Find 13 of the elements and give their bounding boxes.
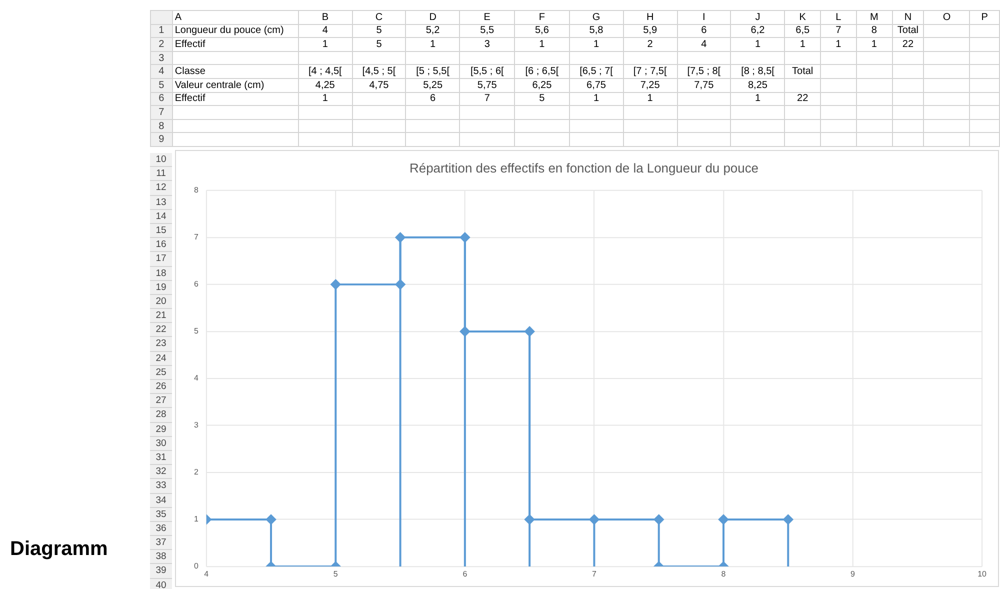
text: 6 Effectif 1 6 7 5 1 1 1 22 <box>158 93 808 104</box>
chart-title: Répartition des effectifs en fonction de la Longueur du pouce <box>410 160 758 176</box>
text: 2 Effectif 1 5 1 3 1 1 2 4 1 1 1 1 22 <box>158 38 914 50</box>
text: 9 <box>150 132 172 146</box>
text: 7 <box>150 106 172 120</box>
text: 5 Valeur centrale (cm) 4,25 4,75 5,25 5,75 6,25 6,75 7,25 7,75 8,25 <box>158 80 768 91</box>
text: 8 <box>150 119 172 133</box>
text: 10 11 12 13 14 15 16 17 18 19 20 21 22 23 24 25 26 27 28 29 30 31 32 33 34 35 36 37 38 39 40 <box>156 154 166 589</box>
text: Diagramm <box>10 538 108 561</box>
text: A B C D E F G H I J K L M N O P <box>174 12 988 23</box>
text: 4 Classe [4 ; 4,5[ [4,5 ; 5[ [5 ; 5,5[ [5,5 ; 6[ [6 ; 6,5[ [6,5 ; 7[ [7 ; 7,5[ [7,5 ; 8[ [8 ; 8,5[ Total <box>158 66 814 78</box>
text: 3 <box>150 51 172 65</box>
text: 1 Longueur du pouce (cm) 4 5 5,2 5,5 5,6 5,8 5,9 6 6,2 6,5 7 8 Total <box>158 25 919 36</box>
